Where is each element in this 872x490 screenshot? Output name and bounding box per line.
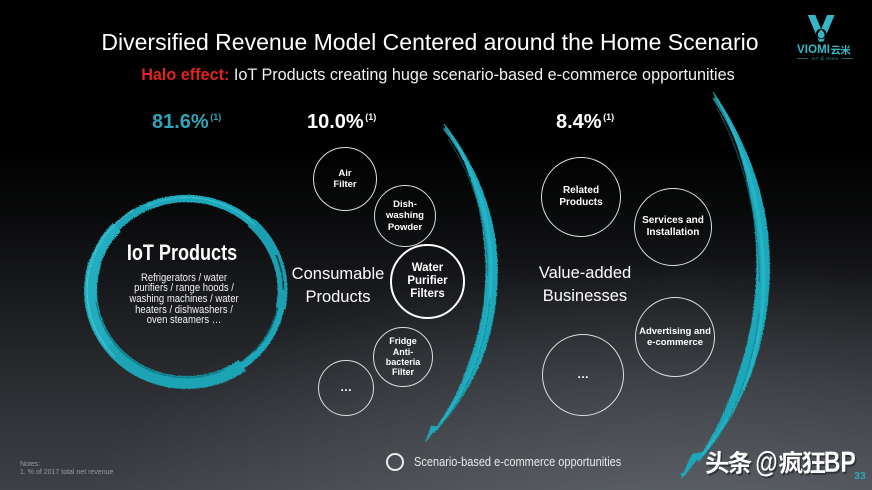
svg-text:VIOMI: VIOMI [797, 44, 830, 56]
svg-text:IoT @ Home: IoT @ Home [812, 56, 839, 61]
